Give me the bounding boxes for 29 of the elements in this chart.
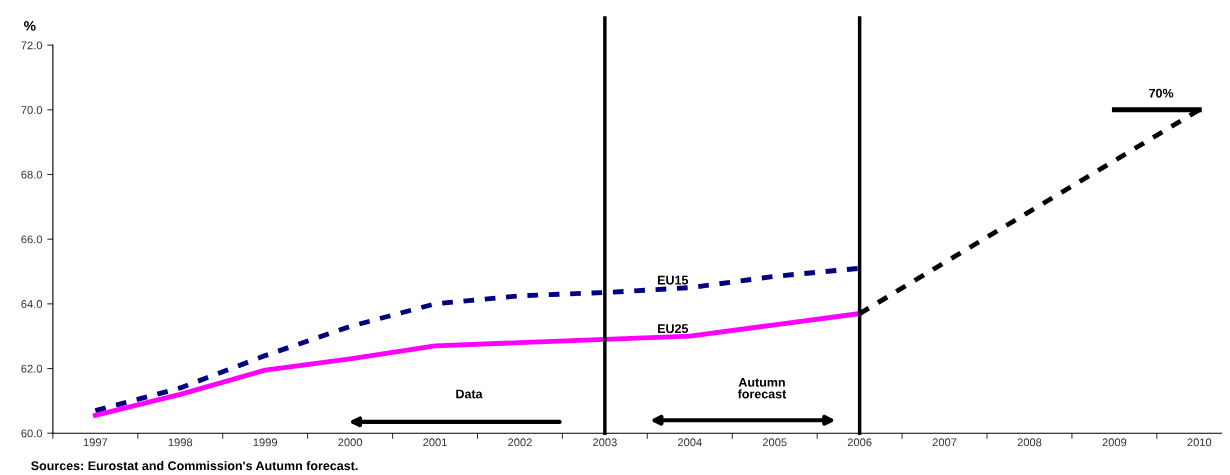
- x-tick-label: 2001: [423, 438, 447, 447]
- x-tick-label: 1998: [168, 438, 193, 447]
- y-tick-label: 66.0: [21, 235, 43, 244]
- series-label: EU15: [658, 275, 689, 285]
- annotation: Autumn forecast: [737, 378, 787, 399]
- x-tick-label: 2007: [932, 438, 957, 447]
- x-tick-label: 1997: [83, 438, 108, 447]
- x-tick-label: 2009: [1102, 438, 1127, 447]
- y-axis-title: %: [24, 20, 36, 31]
- y-tick-label: 60.0: [21, 429, 43, 438]
- series-label: EU25: [658, 324, 689, 334]
- x-tick-label: 2005: [762, 438, 787, 447]
- annotation: Data: [456, 389, 483, 399]
- x-tick-label: 2003: [593, 438, 617, 447]
- source-note: Sources: Eurostat and Commission's Autumn forecast.: [31, 460, 358, 471]
- x-tick-label: 2002: [508, 438, 532, 447]
- y-tick-label: 62.0: [21, 364, 43, 373]
- x-tick-label: 2006: [847, 438, 872, 447]
- y-tick-label: 68.0: [21, 170, 43, 179]
- x-tick-label: 2000: [338, 438, 363, 447]
- y-tick-label: 70.0: [21, 106, 43, 114]
- y-tick-label: 72.0: [21, 41, 43, 50]
- line-series: [92, 311, 863, 418]
- x-tick-label: 2008: [1017, 438, 1042, 447]
- annotation: 70%: [1149, 88, 1174, 98]
- y-tick-label: 64.0: [21, 300, 43, 308]
- x-tick-label: 2004: [677, 438, 702, 447]
- x-tick-label: 1999: [253, 438, 278, 447]
- x-tick-label: 2010: [1187, 438, 1212, 447]
